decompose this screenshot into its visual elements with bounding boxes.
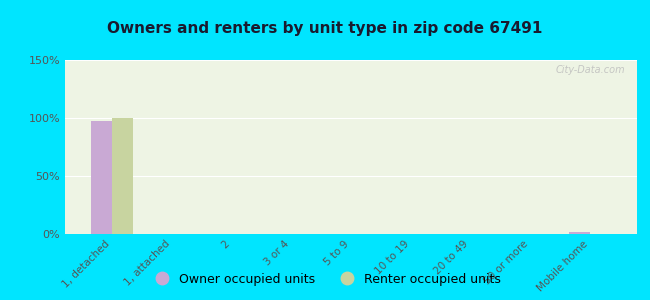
Bar <box>569 232 590 234</box>
Legend: Owner occupied units, Renter occupied units: Owner occupied units, Renter occupied un… <box>144 268 506 291</box>
Bar <box>91 122 112 234</box>
Text: Owners and renters by unit type in zip code 67491: Owners and renters by unit type in zip c… <box>107 21 543 36</box>
Bar <box>112 118 133 234</box>
Text: City-Data.com: City-Data.com <box>556 65 625 75</box>
